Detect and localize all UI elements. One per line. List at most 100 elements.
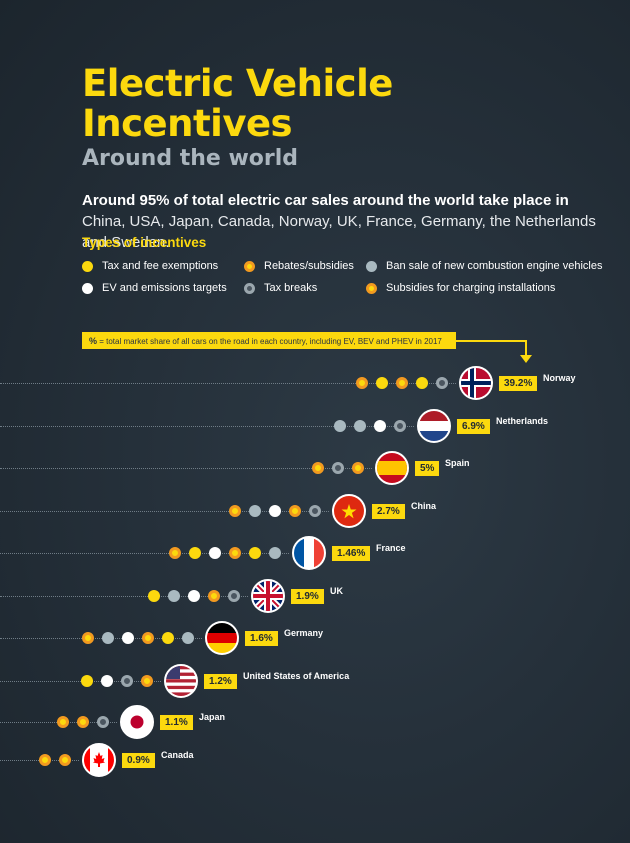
intro-countries: China, USA, Japan, Canada, Norway, UK, F… (82, 213, 596, 251)
rebates-dot-icon (244, 260, 255, 272)
ev-targets-dot-icon (269, 505, 281, 517)
row-guide-line (0, 681, 161, 682)
charging-dot-icon (366, 282, 377, 294)
rebates-dot-icon (169, 547, 181, 559)
country-name: Spain (445, 458, 470, 468)
charging-dot-icon (289, 505, 301, 517)
ban-sale-dot-icon (366, 260, 377, 272)
country-name: Japan (199, 712, 226, 722)
country-name: Canada (161, 750, 194, 760)
spain-flag-icon (375, 451, 409, 485)
ev-targets-dot-icon (209, 547, 221, 559)
legend-item-tax: Tax and fee exemptions (82, 260, 218, 272)
germany-flag-icon (205, 621, 239, 655)
country-name: Netherlands (496, 416, 549, 426)
uk-flag-icon (251, 579, 285, 613)
country-name: UK (330, 586, 343, 596)
ev-targets-dot-icon (188, 590, 200, 602)
legend-title: Types of incentives (82, 235, 207, 250)
legend-label: Tax breaks (264, 282, 318, 294)
row-guide-line (0, 596, 248, 597)
legend-item-ev-targets: EV and emissions targets (82, 282, 227, 294)
tax-breaks-dot-icon (121, 675, 133, 687)
note-text: = total market share of all cars on the … (97, 337, 442, 346)
country-name: Norway (543, 373, 576, 383)
legend-label: Tax and fee exemptions (102, 260, 219, 272)
tax-breaks-dot-icon (332, 462, 344, 474)
tax-breaks-dot-icon (228, 590, 240, 602)
row-guide-line (0, 383, 456, 384)
country-name: United States of America (243, 671, 350, 681)
legend-label: Rebates/subsidies (264, 260, 354, 272)
rebates-dot-icon (141, 675, 153, 687)
note-arrow-line (456, 340, 527, 342)
rebates-dot-icon (229, 505, 241, 517)
ev-targets-dot-icon (101, 675, 113, 687)
market-share-label: 1.2% (204, 674, 237, 689)
canada-flag-icon (82, 743, 116, 777)
rebates-dot-icon (312, 462, 324, 474)
legend-item-tax-breaks: Tax breaks (244, 282, 317, 294)
ev-targets-dot-icon (82, 282, 93, 294)
market-share-label: 1.1% (160, 715, 193, 730)
row-guide-line (0, 426, 414, 427)
france-flag-icon (292, 536, 326, 570)
charging-dot-icon (229, 547, 241, 559)
arrow-down-icon (520, 355, 532, 363)
page-title: Electric Vehicle Incentives (82, 62, 393, 145)
intro-bold: Around 95% of total electric car sales a… (82, 192, 569, 209)
page-subtitle: Around the world (82, 146, 299, 171)
note-arrow-stem (525, 340, 527, 358)
tax-breaks-dot-icon (244, 282, 255, 294)
row-guide-line (0, 553, 289, 554)
tax-exemption-dot-icon (81, 675, 93, 687)
tax-exemption-dot-icon (376, 377, 388, 389)
market-share-note: % = total market share of all cars on th… (82, 332, 456, 349)
charging-dot-icon (396, 377, 408, 389)
usa-flag-icon (164, 664, 198, 698)
market-share-label: 1.9% (291, 589, 324, 604)
ban-sale-dot-icon (334, 420, 346, 432)
ban-sale-dot-icon (102, 632, 114, 644)
rebates-dot-icon (82, 632, 94, 644)
intro-text: Around 95% of total electric car sales a… (82, 190, 612, 253)
legend-item-ban: Ban sale of new combustion engine vehicl… (366, 260, 602, 272)
country-name: Germany (284, 628, 324, 638)
tax-breaks-dot-icon (309, 505, 321, 517)
legend-label: Ban sale of new combustion engine vehicl… (386, 260, 603, 272)
legend-label: Subsidies for charging installations (386, 282, 556, 294)
tax-exemption-dot-icon (148, 590, 160, 602)
tax-breaks-dot-icon (436, 377, 448, 389)
market-share-label: 6.9% (457, 419, 490, 434)
country-name: France (376, 543, 406, 553)
japan-flag-icon (120, 705, 154, 739)
charging-dot-icon (77, 716, 89, 728)
note-symbol: % (89, 336, 98, 346)
tax-exemption-dot-icon (82, 260, 93, 272)
norway-flag-icon (459, 366, 493, 400)
ban-sale-dot-icon (354, 420, 366, 432)
ban-sale-dot-icon (182, 632, 194, 644)
market-share-label: 1.46% (332, 546, 371, 561)
legend-item-rebates: Rebates/subsidies (244, 260, 354, 272)
tax-exemption-dot-icon (162, 632, 174, 644)
charging-dot-icon (142, 632, 154, 644)
tax-breaks-dot-icon (394, 420, 406, 432)
ev-targets-dot-icon (122, 632, 134, 644)
market-share-label: 5% (415, 461, 440, 476)
ban-sale-dot-icon (269, 547, 281, 559)
tax-exemption-dot-icon (416, 377, 428, 389)
legend-item-charging: Subsidies for charging installations (366, 282, 555, 294)
ban-sale-dot-icon (168, 590, 180, 602)
charging-dot-icon (208, 590, 220, 602)
row-guide-line (0, 511, 329, 512)
rebates-dot-icon (356, 377, 368, 389)
tax-exemption-dot-icon (189, 547, 201, 559)
rebates-dot-icon (39, 754, 51, 766)
legend-label: EV and emissions targets (102, 282, 227, 294)
ev-targets-dot-icon (374, 420, 386, 432)
row-guide-line (0, 638, 202, 639)
rebates-dot-icon (57, 716, 69, 728)
charging-dot-icon (59, 754, 71, 766)
market-share-label: 2.7% (372, 504, 405, 519)
